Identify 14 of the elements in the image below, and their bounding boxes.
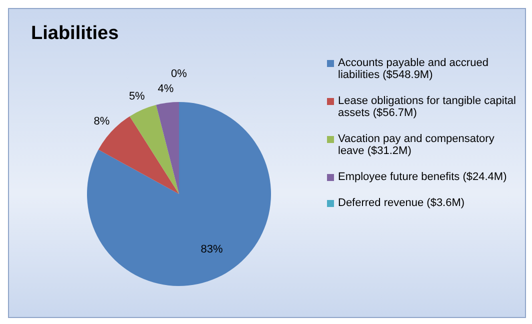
text: 0%: [171, 68, 187, 80]
chart-title: Liabilities: [31, 23, 119, 45]
legend-label: Employee future benefits ($24.4M): [338, 171, 507, 183]
data-label: 83%: [200, 243, 223, 256]
legend-label: Accounts payable and accrued liabilities ($548.9M): [338, 57, 490, 81]
data-label: 4%: [158, 82, 174, 95]
legend-label: Deferred revenue ($3.6M): [338, 197, 465, 209]
pie-slice: [130, 104, 179, 194]
data-label: 5%: [128, 90, 146, 103]
pie-slice: [87, 102, 271, 286]
data-label: 8%: [94, 115, 110, 128]
legend-label: Lease obligations for tangible capital assets ($56.7M): [338, 95, 517, 119]
pie-slice: [156, 102, 179, 194]
legend-label: Vacation pay and compensatory leave ($31.2M): [338, 133, 496, 157]
